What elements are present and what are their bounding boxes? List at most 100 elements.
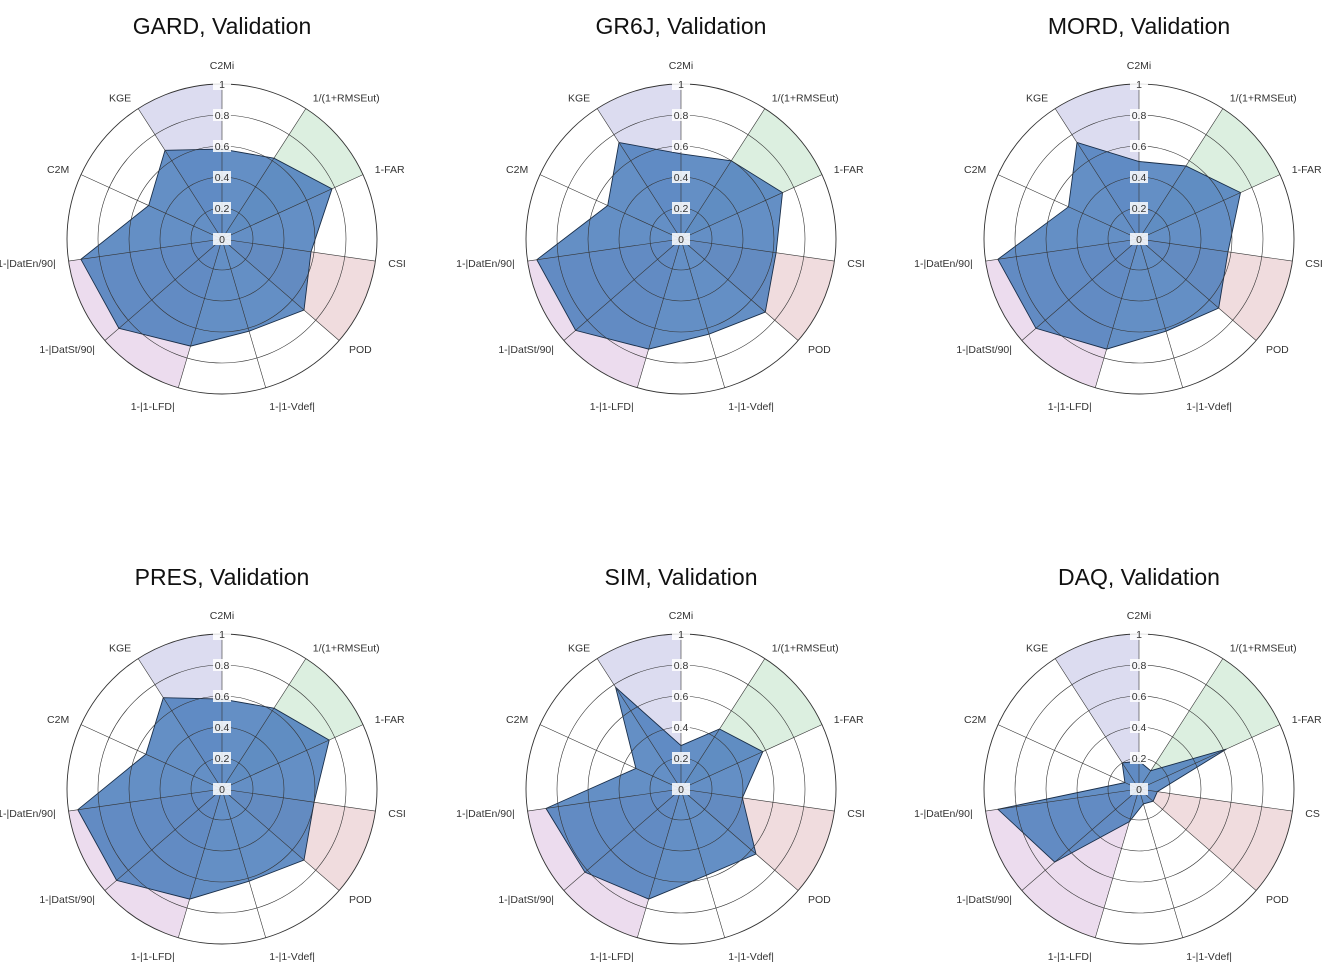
axis-spoke [680, 788, 799, 891]
axis-spoke [563, 788, 682, 891]
axis-spoke [80, 174, 223, 240]
ring-label-bg [1130, 171, 1148, 183]
axis-label: 1/(1+RMSEut) [772, 93, 839, 105]
axis-spoke [1138, 658, 1224, 790]
axis-spoke [596, 108, 682, 240]
ring-label-bg [1130, 233, 1148, 245]
axis-label: POD [808, 894, 831, 906]
ring-label-bg [1130, 109, 1148, 121]
axis-label: CSI [1305, 258, 1323, 270]
ring-value-label: 1 [1136, 629, 1142, 641]
axis-label: 1-|1-Vdef| [728, 401, 774, 413]
axis-spoke [221, 724, 364, 790]
radar-chart-3: PRES, Validation C2Mi 1/(1+RMSEut) 1-FAR CSI… [0, 564, 406, 963]
data-polygon [996, 748, 1227, 863]
axis-spoke [997, 724, 1140, 790]
axis-spoke [68, 238, 223, 262]
axis-spoke [1138, 238, 1257, 341]
axis-label: CSI [847, 808, 865, 820]
axis-label: 1/(1+RMSEut) [1230, 93, 1297, 105]
axis-label: KGE [1026, 643, 1048, 655]
axis-spoke [563, 238, 682, 341]
axis-spoke [1095, 788, 1140, 938]
ring-value-label: 0.2 [674, 203, 689, 215]
axis-spoke [985, 238, 1140, 262]
ring-value-label: 0.6 [1132, 141, 1147, 153]
sector-red-0 [1139, 789, 1293, 891]
axis-label: KGE [109, 93, 131, 105]
axis-label: KGE [568, 643, 590, 655]
data-polygon [536, 141, 783, 350]
ring-label-bg [213, 690, 231, 702]
axis-label: KGE [568, 93, 590, 105]
ring-label-bg [213, 752, 231, 764]
axis-label: 1-|DatEn/90| [0, 258, 56, 270]
ring-value-label: 0.4 [215, 722, 230, 734]
sector-blue-0 [1055, 634, 1139, 789]
axis-spoke [221, 108, 307, 240]
axis-label: 1-|DatEn/90| [914, 258, 973, 270]
axis-label: 1-|1-Vdef| [1186, 401, 1232, 413]
ring-label-bg [672, 171, 690, 183]
axis-spoke [104, 788, 223, 891]
ring-value-label: 0.8 [674, 660, 689, 672]
data-polygon [80, 148, 333, 347]
ring-label-bg [672, 783, 690, 795]
axis-label: C2Mi [669, 60, 694, 72]
axis-label: 1-|1-LFD| [1048, 951, 1092, 963]
ring-label-bg [213, 233, 231, 245]
ring-value-label: 1 [678, 629, 684, 641]
ring-label-bg [672, 721, 690, 733]
ring-value-label: 0.6 [215, 691, 230, 703]
axis-label: 1-|DatEn/90| [0, 808, 56, 820]
axis-label: C2M [964, 714, 986, 726]
axis-spoke [596, 658, 682, 790]
ring-value-label: 0.6 [215, 141, 230, 153]
chart-title: GR6J, Validation [596, 13, 767, 39]
axis-label: 1-FAR [375, 714, 405, 726]
data-polygon [77, 697, 330, 900]
axis-spoke [1095, 238, 1140, 388]
axis-label: 1/(1+RMSEut) [313, 643, 380, 655]
ring-label-bg [672, 140, 690, 152]
ring-value-label: 0.4 [215, 172, 230, 184]
axis-label: 1/(1+RMSEut) [313, 93, 380, 105]
axis-label: 1-|1-Vdef| [269, 401, 315, 413]
axis-spoke [680, 788, 725, 938]
axis-label: 1-|DatSt/90| [39, 344, 95, 356]
ring-value-label: 0.4 [1132, 722, 1147, 734]
axis-label: 1-|1-LFD| [131, 951, 175, 963]
sector-green-0 [1139, 658, 1280, 789]
axis-spoke [221, 788, 340, 891]
ring-value-label: 0.6 [674, 691, 689, 703]
ring-label-bg [213, 140, 231, 152]
chart-title: MORD, Validation [1048, 13, 1230, 39]
ring-label-bg [1130, 783, 1148, 795]
ring-value-label: 0 [219, 784, 225, 796]
axis-spoke [1054, 108, 1140, 240]
axis-label: 1-FAR [1292, 164, 1322, 176]
ring-label-bg [1130, 721, 1148, 733]
axis-spoke [221, 658, 307, 790]
ring-label-bg [1130, 628, 1148, 640]
axis-spoke [1021, 238, 1140, 341]
data-polygon [545, 685, 764, 900]
axis-label: POD [349, 894, 372, 906]
axis-label: 1-|DatSt/90| [956, 894, 1012, 906]
chart-title: PRES, Validation [135, 564, 310, 590]
radar-chart-5: DAQ, Validation C2Mi 1/(1+RMSEut) 1-FAR CS PO… [914, 564, 1322, 963]
axis-spoke [680, 238, 835, 262]
axis-spoke [221, 174, 364, 240]
axis-spoke [680, 724, 823, 790]
axis-label: CSI [847, 258, 865, 270]
axis-label: C2M [47, 164, 69, 176]
ring-label-bg [1130, 752, 1148, 764]
ring-label-bg [672, 659, 690, 671]
ring-value-label: 0.4 [674, 172, 689, 184]
axis-spoke [637, 238, 682, 388]
ring-label-bg [213, 783, 231, 795]
ring-value-label: 0.6 [1132, 691, 1147, 703]
ring-value-label: 0.8 [215, 110, 230, 122]
ring-value-label: 1 [678, 79, 684, 91]
chart-title: GARD, Validation [133, 13, 312, 39]
